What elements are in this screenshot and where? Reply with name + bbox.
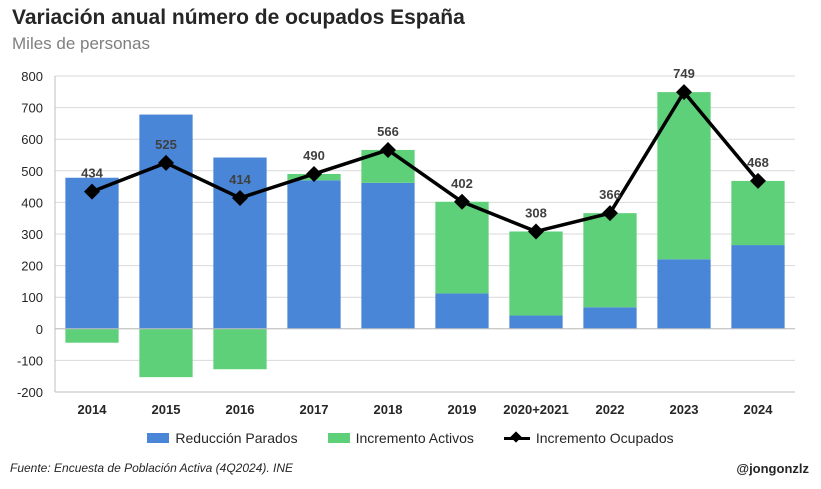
y-tick-label: 700 [21, 101, 43, 116]
y-tick-label: -100 [17, 353, 43, 368]
x-tick-label: 2023 [670, 402, 699, 417]
x-tick-label: 2016 [226, 402, 255, 417]
legend-label-parados: Reducción Parados [175, 430, 298, 446]
y-tick-label: 600 [21, 132, 43, 147]
x-tick-label: 2020+2021 [503, 402, 568, 417]
data-label: 308 [525, 205, 547, 220]
y-tick-label: 0 [36, 322, 43, 337]
y-tick-label: 200 [21, 259, 43, 274]
data-label: 414 [229, 172, 251, 187]
y-tick-label: 500 [21, 164, 43, 179]
ocupados-marker [528, 223, 544, 240]
legend-swatch-ocupados [503, 433, 530, 443]
ocupados-line [84, 84, 766, 240]
data-label: 402 [451, 176, 473, 191]
bar-reduccion-parados [139, 114, 193, 329]
x-tick-label: 2019 [448, 402, 477, 417]
data-label: 566 [377, 124, 399, 139]
x-tick-label: 2014 [78, 402, 108, 417]
x-axis-ticks: 2014 2015 2016 2017 2018 2019 2020+2021 2022 202… [78, 402, 774, 417]
bar-reduccion-parados [583, 307, 637, 329]
x-tick-label: 2015 [152, 402, 181, 417]
data-labels: 434 525 414 490 566 402 308 366 749 468 [81, 66, 769, 220]
legend-swatch-activos [327, 433, 350, 443]
bar-reduccion-parados [287, 180, 341, 329]
bars [65, 92, 785, 378]
chart-title: Variación anual número de ocupados Españ… [12, 6, 465, 29]
ocupados-marker [750, 172, 766, 189]
bar-reduccion-parados [657, 259, 711, 329]
data-label: 468 [747, 155, 769, 170]
bar-reduccion-parados [435, 293, 489, 329]
ocupados-marker [306, 165, 322, 182]
ocupados-marker [602, 205, 618, 222]
bar-incremento-activos [139, 328, 193, 378]
x-tick-label: 2018 [374, 402, 403, 417]
ocupados-marker [454, 193, 470, 210]
legend-label-ocupados: Incremento Ocupados [535, 430, 674, 446]
bar-incremento-activos [65, 328, 119, 343]
bar-reduccion-parados [65, 177, 119, 329]
data-label: 525 [155, 137, 177, 152]
legend: Reducción Parados Incremento Activos Inc… [0, 430, 821, 446]
bar-incremento-activos [583, 213, 637, 308]
ocupados-marker [232, 189, 248, 206]
y-axis-ticks: 800 700 600 500 400 300 200 100 0 -100 -200 [17, 69, 43, 400]
ocupados-marker [676, 84, 692, 101]
x-tick-label: 2022 [596, 402, 625, 417]
legend-item-ocupados: Incremento Ocupados [503, 430, 674, 446]
bar-reduccion-parados [731, 245, 785, 329]
ocupados-polyline [91, 90, 760, 234]
bar-incremento-activos [509, 231, 563, 316]
bar-incremento-activos [213, 328, 267, 370]
legend-swatch-parados [147, 433, 170, 443]
data-label: 749 [673, 66, 695, 81]
ocupados-marker [380, 141, 396, 158]
ocupados-marker [84, 183, 100, 200]
legend-item-parados: Reducción Parados [147, 430, 298, 446]
data-label: 434 [81, 166, 103, 181]
ocupados-marker [158, 154, 174, 171]
source-note: Fuente: Encuesta de Población Activa (4Q… [10, 461, 294, 475]
author-handle: @jongonzlz [736, 461, 809, 476]
x-tick-label: 2017 [300, 402, 329, 417]
legend-item-activos: Incremento Activos [327, 430, 474, 446]
axes [54, 76, 795, 393]
y-tick-label: 400 [21, 195, 43, 210]
bar-reduccion-parados [361, 182, 415, 329]
bar-incremento-activos [731, 180, 785, 246]
bar-incremento-activos [435, 201, 489, 294]
y-tick-label: 800 [21, 69, 43, 84]
chart-subtitle: Miles de personas [12, 34, 150, 53]
data-label: 490 [303, 148, 325, 163]
y-tick-label: 100 [21, 290, 43, 305]
data-label: 366 [599, 187, 621, 202]
y-tick-label: -200 [17, 385, 43, 400]
x-tick-label: 2024 [744, 402, 774, 417]
bar-reduccion-parados [509, 315, 563, 329]
bar-reduccion-parados [213, 157, 267, 329]
y-tick-label: 300 [21, 227, 43, 242]
legend-label-activos: Incremento Activos [355, 430, 474, 446]
